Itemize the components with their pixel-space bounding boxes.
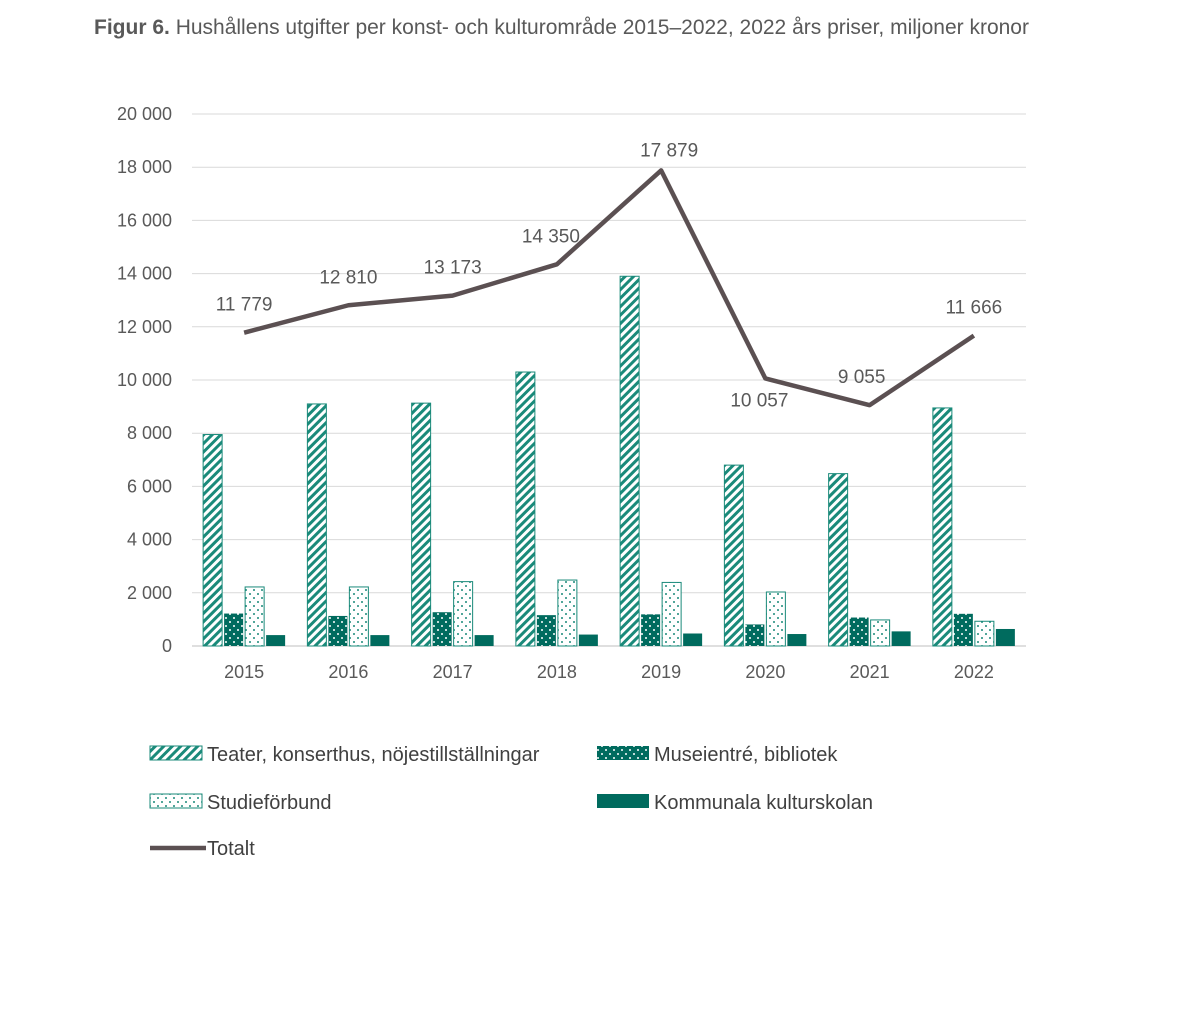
bar [578,634,598,646]
bar [515,371,536,647]
y-tick-label: 20 000 [117,104,172,124]
y-axis: 0 2 000 4 000 6 000 8 000 10 000 12 000 14 000 1… [117,104,172,656]
bars [202,275,1015,647]
x-tick-label: 2020 [745,662,785,682]
figure-title: Figur 6. Hushållens utgifter per konst- … [94,12,1094,43]
bar [328,615,348,646]
data-label: 12 810 [319,267,377,288]
legend-swatch [597,794,649,808]
bar [432,612,452,646]
legend-entry: Kommunala kulturskolan [654,792,873,814]
legend-entry: Teater, konserthus, nöjestillställningar [207,744,540,766]
bar [683,633,703,646]
y-tick-label: 10 000 [117,370,172,390]
y-tick-label: 4 000 [127,530,172,550]
data-label: 11 666 [946,298,1003,319]
bar [557,579,578,647]
data-label: 10 057 [730,390,788,411]
bar [619,275,640,647]
x-tick-label: 2019 [641,662,681,682]
bar [723,464,744,647]
legend: Teater, konserthus, nöjestillställningar… [149,744,873,860]
x-tick-label: 2017 [433,662,473,682]
data-label: 9 055 [838,367,886,388]
bar [974,620,995,647]
y-tick-label: 2 000 [127,583,172,603]
x-axis: 2015 2016 2017 2018 2019 2020 2021 2022 [224,662,994,682]
bar [953,613,973,646]
legend-swatch [597,746,649,760]
data-label: 11 779 [216,295,273,316]
bar [932,407,953,647]
bar [891,631,911,646]
bar [266,635,286,646]
bar [765,591,786,647]
data-labels: 11 779 12 810 13 173 14 350 17 879 10 057 9 05… [216,140,1002,411]
bar [202,434,223,647]
x-tick-label: 2018 [537,662,577,682]
y-tick-label: 18 000 [117,157,172,177]
y-tick-label: 8 000 [127,423,172,443]
data-label: 13 173 [424,258,482,279]
legend-swatch [149,793,203,809]
bar [224,613,244,646]
bar [995,628,1015,646]
legend-entry: Museientré, bibliotek [654,744,838,766]
series-line [243,168,976,408]
bar [244,586,265,647]
bar [828,473,849,647]
bar [370,635,390,646]
x-tick-label: 2021 [850,662,890,682]
bar [745,624,765,646]
bar [661,581,682,647]
bar [453,581,474,647]
y-tick-label: 0 [162,636,172,656]
bar [306,403,327,647]
y-tick-label: 12 000 [117,317,172,337]
bar [641,614,661,646]
legend-entry: Studieförbund [207,792,332,814]
bar [348,586,369,647]
x-tick-label: 2015 [224,662,264,682]
bar [474,635,494,646]
bar [870,619,891,647]
total-line [243,168,976,408]
x-tick-label: 2022 [954,662,994,682]
y-tick-label: 16 000 [117,210,172,230]
y-tick-label: 6 000 [127,476,172,496]
bar [411,402,432,647]
bar [849,617,869,646]
data-label: 14 350 [522,226,580,247]
bar [536,615,556,646]
legend-entry: Totalt [207,838,255,860]
bar [787,634,807,646]
figure-caption: Hushållens utgifter per konst- och kultu… [175,16,1029,39]
x-tick-label: 2016 [328,662,368,682]
y-tick-label: 14 000 [117,264,172,284]
figure-label: Figur 6. [94,16,170,39]
legend-swatch [149,745,203,761]
data-label: 17 879 [640,140,698,161]
